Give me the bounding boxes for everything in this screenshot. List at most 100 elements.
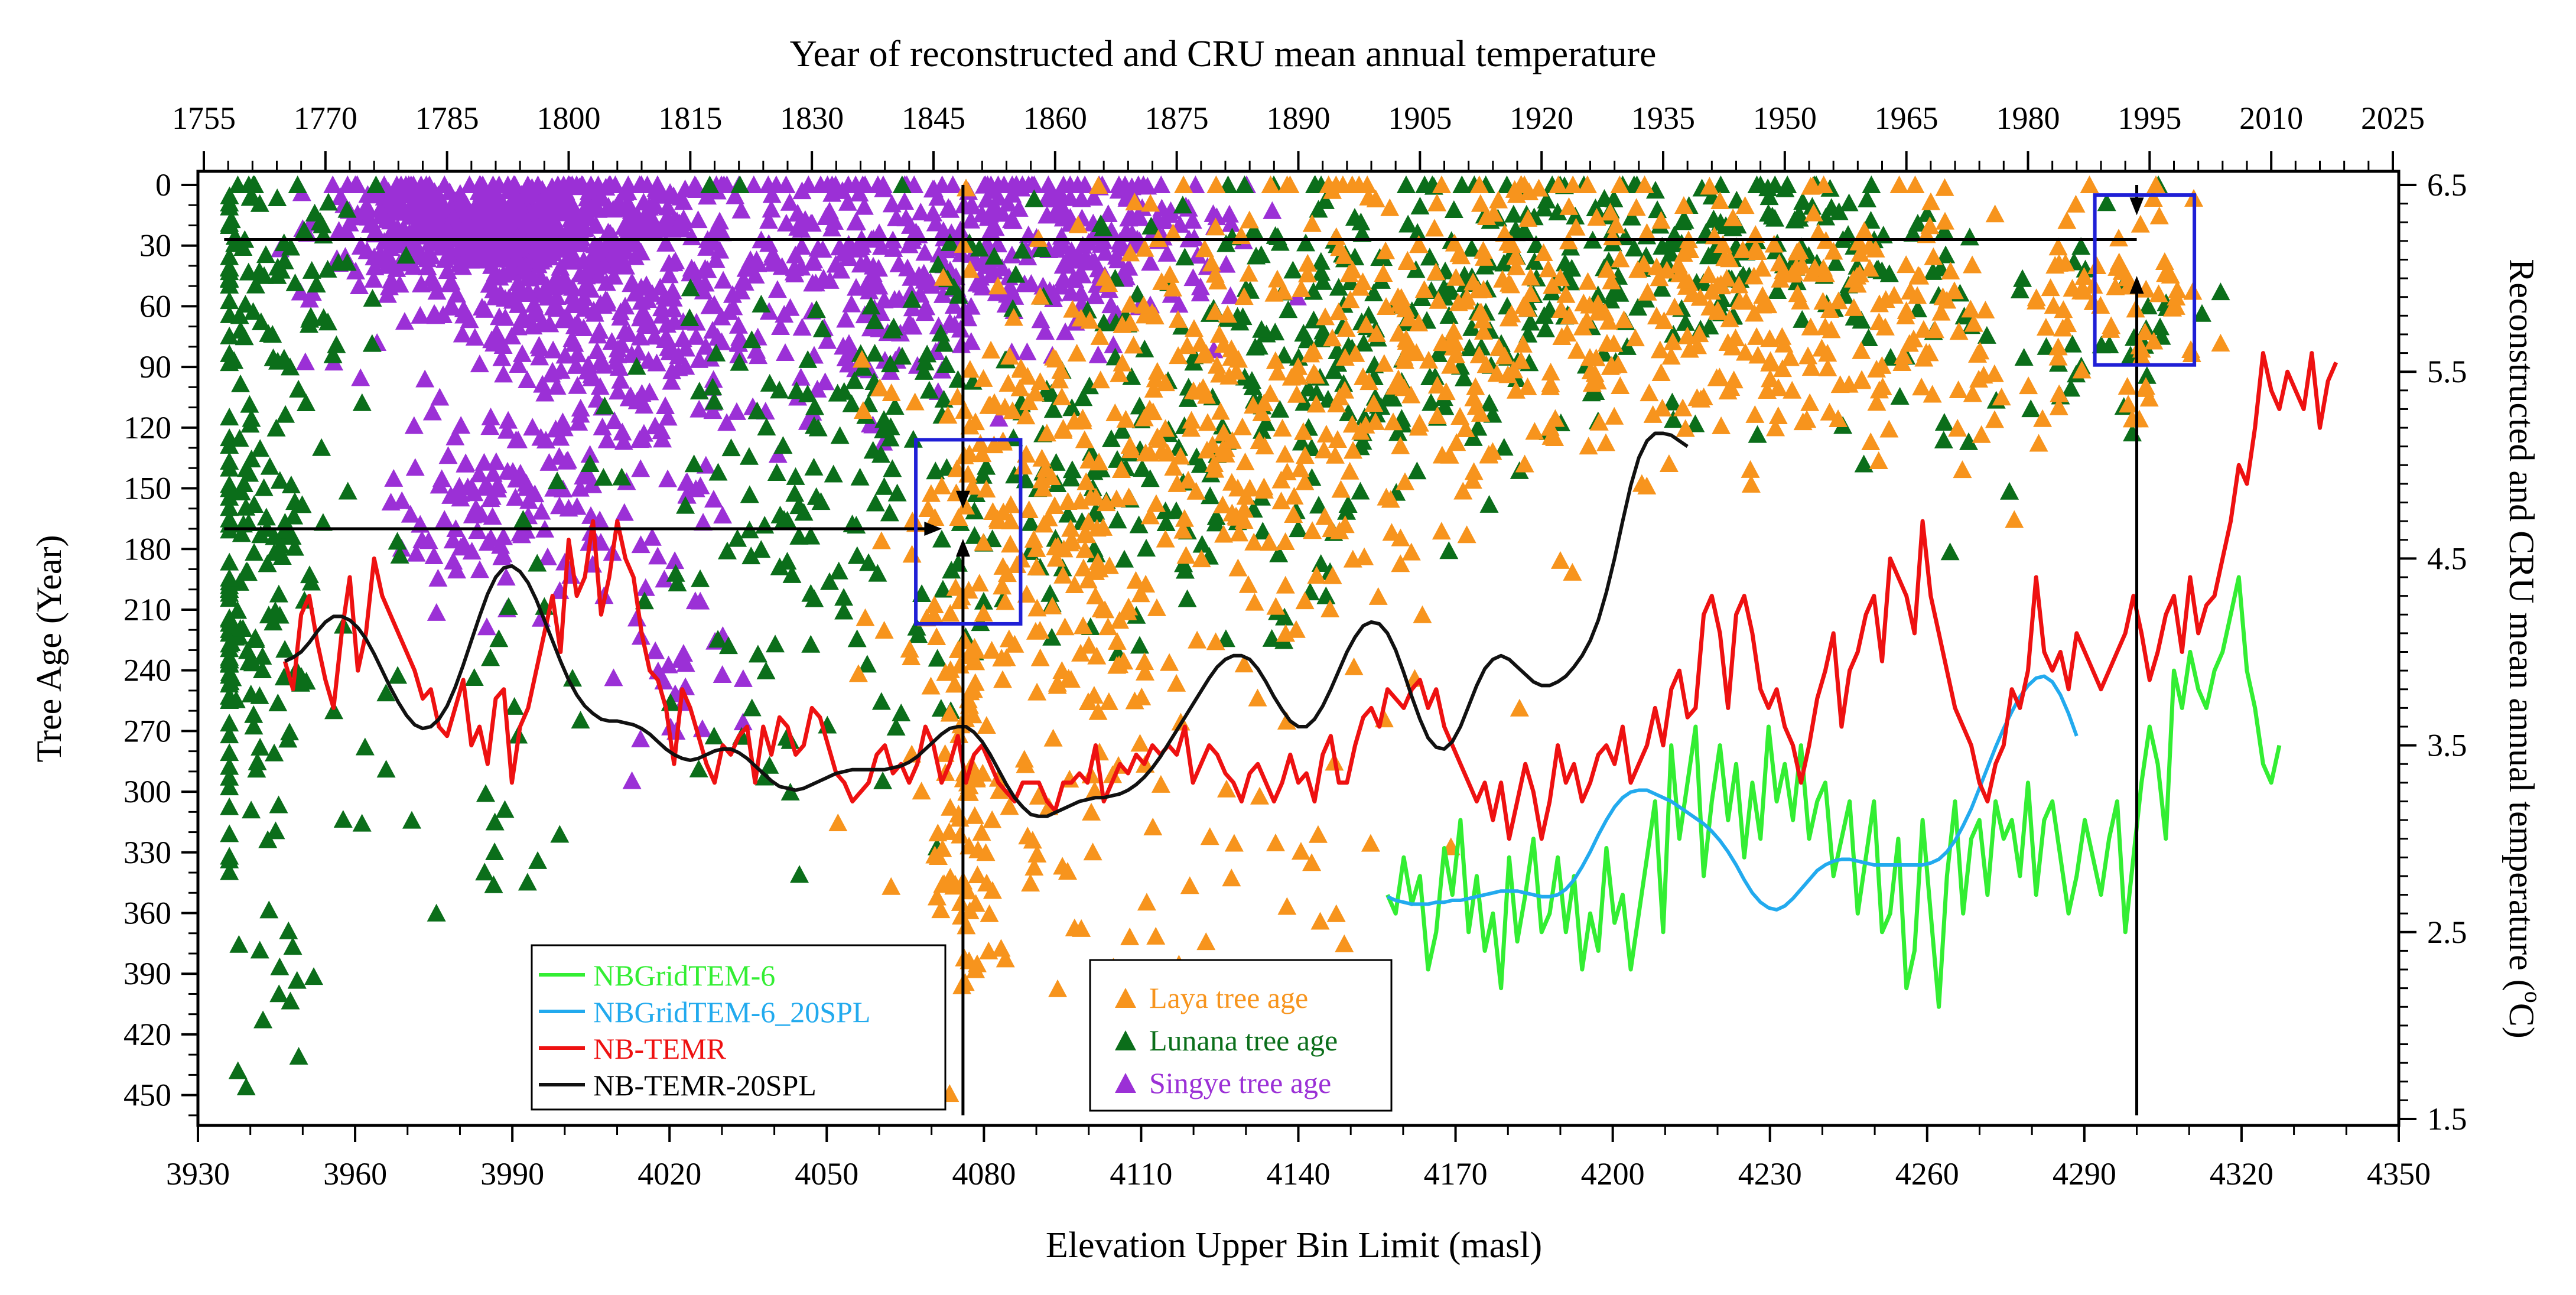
singye-tree-age-point bbox=[612, 335, 632, 353]
y-tick-label: 120 bbox=[123, 410, 171, 445]
laya-tree-age-point bbox=[1298, 253, 1318, 272]
laya-tree-age-point bbox=[1244, 532, 1264, 551]
singye-tree-age-point bbox=[538, 547, 557, 565]
laya-tree-age-point bbox=[2036, 318, 2055, 336]
lunana-tree-age-point bbox=[909, 625, 928, 643]
lunana-tree-age-point bbox=[681, 278, 700, 297]
singye-tree-age-point bbox=[507, 470, 526, 488]
laya-tree-age-point bbox=[1680, 340, 1699, 358]
lunana-tree-age-point bbox=[873, 771, 893, 789]
singye-tree-age-point bbox=[998, 285, 1017, 303]
laya-tree-age-point bbox=[1134, 295, 1153, 314]
singye-tree-age-point bbox=[1119, 209, 1139, 227]
lunana-tree-age-point bbox=[1032, 239, 1052, 258]
singye-tree-age-point bbox=[645, 417, 665, 435]
singye-tree-age-point bbox=[720, 302, 739, 320]
laya-tree-age-point bbox=[1135, 652, 1154, 671]
singye-tree-age-point bbox=[961, 297, 981, 315]
lunana-tree-age-point bbox=[1042, 627, 1062, 646]
lunana-tree-age-point bbox=[595, 396, 614, 415]
laya-tree-age-point bbox=[1661, 347, 1681, 365]
singye-tree-age-point bbox=[1155, 212, 1175, 230]
lunana-tree-age-point bbox=[220, 326, 239, 344]
lunana-tree-age-point bbox=[760, 373, 779, 392]
laya-tree-age-point bbox=[1502, 304, 1521, 323]
lunana-tree-age-point bbox=[292, 667, 311, 685]
singye-tree-age-point bbox=[631, 535, 650, 554]
lunana-tree-age-point bbox=[266, 821, 285, 840]
singye-tree-age-point bbox=[480, 417, 500, 435]
top-tick-label: 1785 bbox=[415, 100, 479, 136]
laya-tree-age-point bbox=[1325, 445, 1345, 464]
lunana-tree-age-point bbox=[789, 526, 809, 545]
singye-tree-age-point bbox=[400, 223, 419, 242]
singye-tree-age-point bbox=[430, 388, 450, 406]
laya-tree-age-point bbox=[1147, 427, 1167, 445]
laya-tree-age-point bbox=[1053, 565, 1073, 584]
lunana-tree-age-point bbox=[1934, 412, 1954, 431]
laya-tree-age-point bbox=[871, 531, 891, 549]
lunana-tree-age-point bbox=[1852, 311, 1871, 329]
lunana-tree-age-point bbox=[499, 597, 518, 615]
lunana-tree-age-point bbox=[2071, 237, 2091, 255]
laya-tree-age-point bbox=[1034, 515, 1053, 533]
laya-tree-age-point bbox=[1710, 191, 1730, 209]
laya-tree-age-point bbox=[1521, 284, 1540, 302]
laya-tree-age-point bbox=[1969, 370, 1989, 388]
lunana-tree-age-point bbox=[1790, 209, 1809, 227]
lunana-tree-age-point bbox=[2138, 297, 2158, 315]
laya-tree-age-point bbox=[1604, 334, 1624, 352]
singye-tree-age-point bbox=[585, 250, 604, 269]
singye-tree-age-point bbox=[869, 259, 889, 277]
laya-tree-age-point bbox=[921, 484, 941, 502]
singye-tree-age-point bbox=[350, 276, 369, 295]
laya-tree-age-point bbox=[1292, 279, 1311, 297]
y-tick-label: 0 bbox=[155, 167, 171, 203]
lunana-tree-age-point bbox=[1861, 211, 1881, 229]
singye-tree-age-point bbox=[514, 208, 534, 226]
lunana-tree-age-point bbox=[1959, 432, 1979, 450]
singye-tree-age-point bbox=[988, 235, 1008, 253]
lunana-tree-age-point bbox=[1329, 278, 1348, 296]
laya-tree-age-point bbox=[965, 640, 985, 659]
singye-tree-age-point bbox=[874, 290, 894, 308]
laya-tree-age-point bbox=[1209, 325, 1229, 343]
laya-tree-age-point bbox=[925, 596, 944, 614]
singye-tree-age-point bbox=[663, 281, 682, 300]
y-tick-label: 60 bbox=[139, 288, 171, 324]
singye-tree-age-point bbox=[564, 246, 583, 264]
laya-tree-age-point bbox=[1120, 927, 1140, 945]
laya-tree-age-point bbox=[1205, 460, 1225, 478]
laya-tree-age-point bbox=[1635, 175, 1654, 193]
lunana-tree-age-point bbox=[270, 957, 290, 975]
singye-tree-age-point bbox=[519, 491, 539, 509]
singye-tree-age-point bbox=[889, 254, 909, 272]
laya-tree-age-point bbox=[1160, 653, 1179, 671]
laya-tree-age-point bbox=[1190, 382, 1209, 400]
laya-tree-age-point bbox=[925, 845, 945, 864]
laya-tree-age-point bbox=[1295, 446, 1315, 464]
laya-tree-age-point bbox=[1120, 295, 1140, 313]
lunana-tree-age-point bbox=[220, 247, 239, 265]
singye-tree-age-point bbox=[622, 771, 642, 789]
laya-tree-age-point bbox=[1088, 702, 1108, 720]
singye-tree-age-point bbox=[496, 568, 516, 586]
lunana-tree-age-point bbox=[285, 538, 304, 556]
singye-tree-age-point bbox=[687, 327, 706, 345]
singye-tree-age-point bbox=[536, 431, 555, 449]
laya-tree-age-point bbox=[1191, 334, 1210, 352]
lunana-tree-age-point bbox=[269, 984, 289, 1003]
singye-tree-age-point bbox=[444, 207, 463, 225]
lunana-tree-age-point bbox=[485, 812, 505, 831]
arrow-head bbox=[955, 490, 970, 509]
singye-tree-age-point bbox=[776, 213, 796, 232]
laya-tree-age-point bbox=[1399, 308, 1419, 327]
singye-tree-age-point bbox=[652, 298, 672, 317]
lunana-tree-age-point bbox=[220, 850, 239, 868]
singye-tree-age-point bbox=[836, 348, 856, 366]
laya-tree-age-point bbox=[1260, 533, 1279, 551]
highlight-box bbox=[2093, 193, 2197, 367]
singye-tree-age-point bbox=[399, 175, 418, 193]
laya-tree-age-point bbox=[960, 360, 980, 378]
laya-tree-age-point bbox=[1105, 403, 1125, 421]
